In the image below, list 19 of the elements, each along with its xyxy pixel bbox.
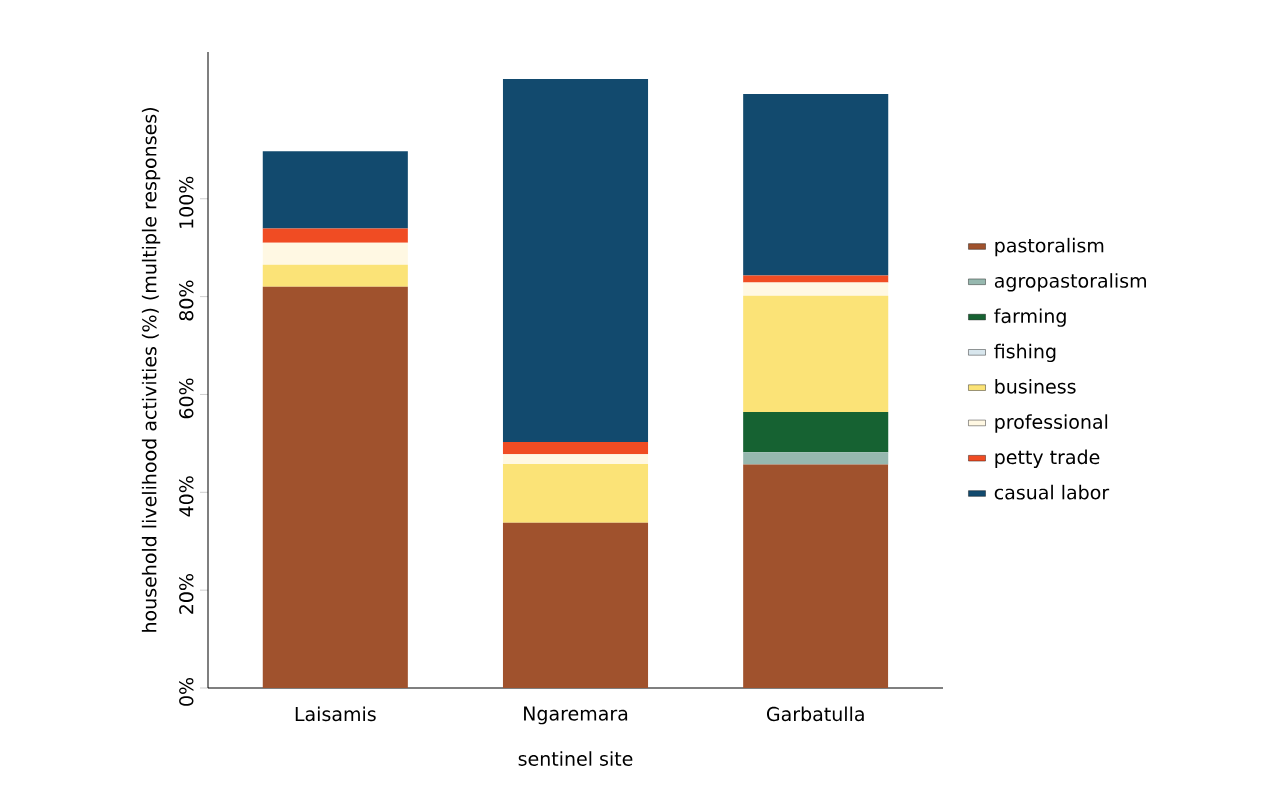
legend-label: agropastoralism bbox=[994, 273, 1146, 292]
x-tick-label: Laisamis bbox=[295, 706, 376, 722]
y-tick-label: 40% bbox=[179, 476, 194, 517]
legend-label: farming bbox=[994, 308, 1066, 327]
legend-label: fishing bbox=[994, 343, 1056, 363]
y-tick-label: 100% bbox=[179, 176, 194, 228]
y-tick-label: 0% bbox=[179, 677, 194, 706]
legend-label: professional bbox=[995, 414, 1108, 433]
y-tick-label: 60% bbox=[179, 378, 194, 419]
y-axis-title: household livelihood activities (%) (multiple responses) bbox=[141, 108, 161, 632]
x-axis-title: sentinel site bbox=[518, 751, 633, 766]
legend-label: casual labor bbox=[994, 484, 1110, 500]
legend-label: pastoralism bbox=[995, 237, 1104, 257]
x-tick-label: Ngaremara bbox=[524, 706, 628, 725]
y-tick-label: 20% bbox=[179, 574, 194, 614]
y-tick-label: 80% bbox=[179, 280, 194, 321]
legend-label: business bbox=[995, 379, 1076, 394]
x-tick-label: Garbatulla bbox=[766, 706, 864, 722]
legend-label: petty trade bbox=[995, 449, 1100, 468]
